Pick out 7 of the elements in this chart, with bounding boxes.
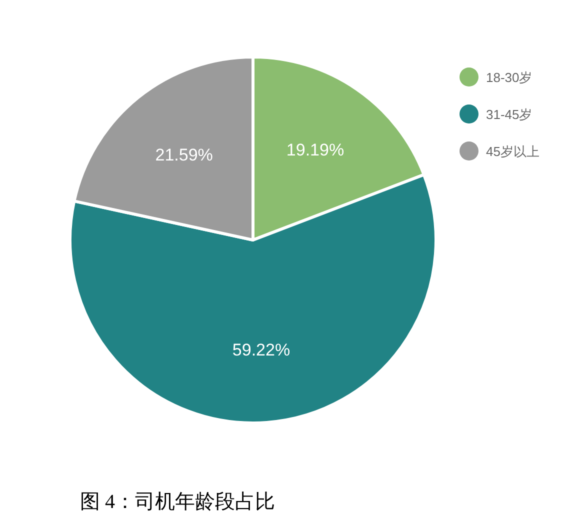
- text: 图 4：司机年龄段占比: [80, 491, 275, 513]
- legend-label: 31-45岁: [486, 107, 532, 122]
- data-label: 59.22%: [232, 340, 290, 360]
- legend-label: 45岁以上: [486, 144, 540, 159]
- legend-label: 18-30岁: [486, 70, 532, 85]
- data-label: 19.19%: [286, 140, 344, 160]
- data-label: 21.59%: [155, 146, 213, 165]
